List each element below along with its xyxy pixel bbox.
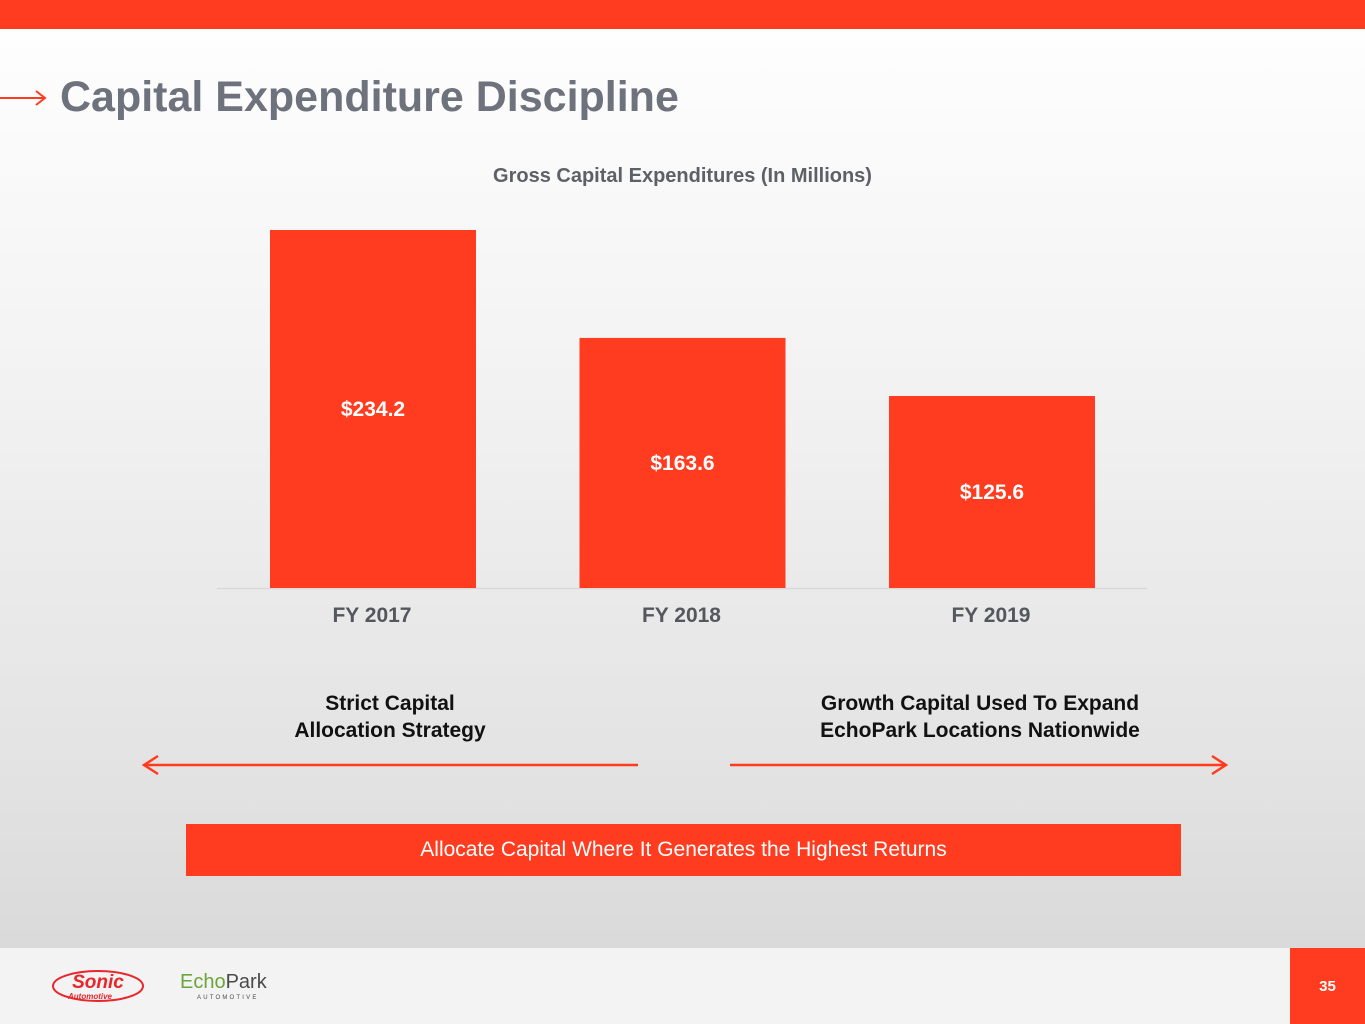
x-tick-label: FY 2017 (332, 604, 411, 627)
top-accent-bar (0, 0, 1365, 29)
banner-text: Allocate Capital Where It Generates the … (420, 838, 947, 861)
bar-fy-2017 (270, 230, 476, 588)
bar-fy-2019 (889, 396, 1095, 588)
page-number: 35 (1290, 948, 1365, 1024)
caption-right-line2: EchoPark Locations Nationwide (820, 719, 1140, 742)
caption-right-line1: Growth Capital Used To Expand (820, 692, 1140, 715)
right-arrow-icon (730, 754, 1229, 776)
x-tick-label: FY 2018 (642, 604, 721, 627)
data-label: $163.6 (650, 452, 714, 475)
sonic-automotive-logo: Sonic Automotive (52, 970, 144, 1002)
left-arrow-icon (141, 754, 638, 776)
data-label: $234.2 (341, 398, 405, 421)
svg-text:EchoPark: EchoPark (180, 971, 268, 993)
chart-title: Gross Capital Expenditures (In Millions) (493, 165, 872, 187)
svg-text:Sonic: Sonic (72, 972, 124, 993)
page-title: Capital Expenditure Discipline (60, 73, 679, 121)
caption-left-line1: Strict Capital (325, 692, 455, 715)
caption-left-line2: Allocation Strategy (294, 719, 486, 742)
highlight-banner: Allocate Capital Where It Generates the … (186, 824, 1181, 876)
x-tick-label: FY 2019 (951, 604, 1030, 627)
footer (0, 948, 1365, 1024)
caption-strict-capital: Strict Capital Allocation Strategy (220, 690, 560, 744)
data-label: $125.6 (960, 481, 1024, 504)
svg-text:Automotive: Automotive (67, 992, 113, 1001)
svg-text:AUTOMOTIVE: AUTOMOTIVE (197, 995, 259, 1001)
bar-fy-2018 (579, 337, 786, 588)
page-number-text: 35 (1319, 977, 1336, 995)
caption-growth-capital: Growth Capital Used To Expand EchoPark L… (770, 690, 1190, 744)
echopark-automotive-logo: EchoPark AUTOMOTIVE (180, 971, 268, 1001)
title-arrow-icon (0, 90, 47, 106)
bar-chart: $234.2 FY 2017 $163.6 FY 2018 $125.6 FY 2019 (217, 230, 1147, 627)
